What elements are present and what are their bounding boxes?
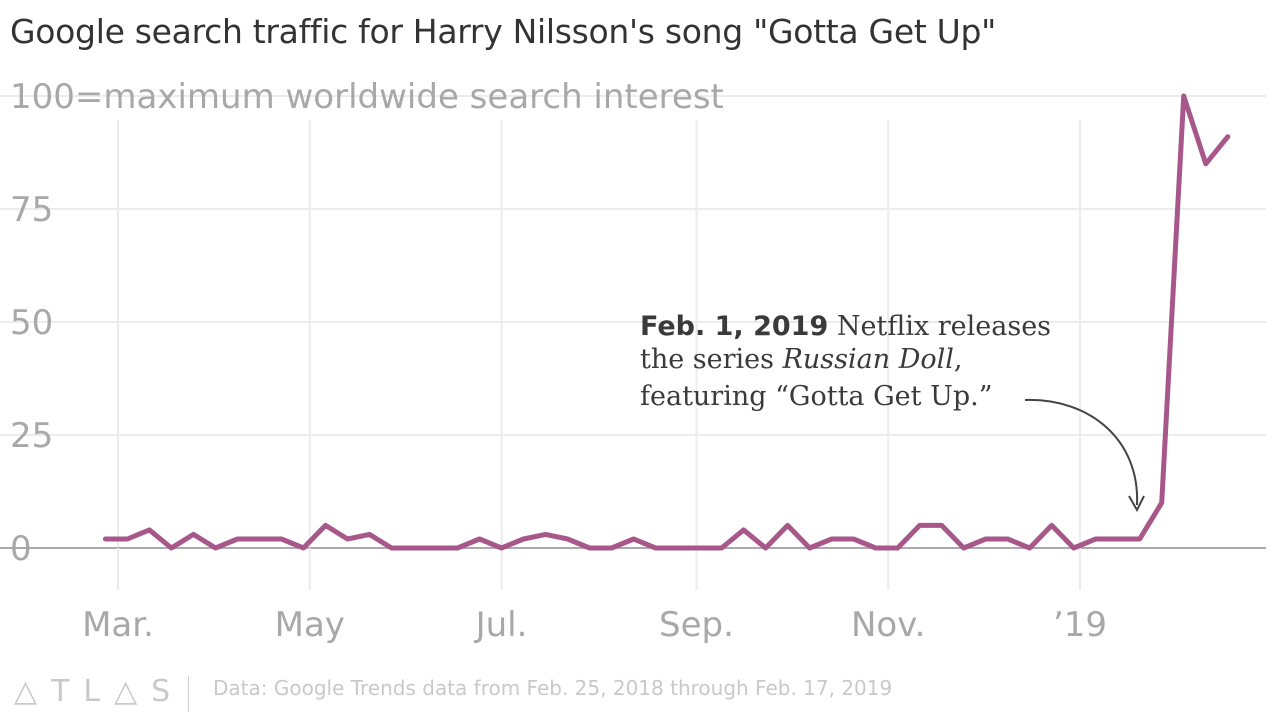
x-tick-label-5: ’19 — [1053, 605, 1107, 645]
x-tick-label-0: Mar. — [82, 605, 154, 645]
annotation-arrowhead — [1128, 495, 1145, 513]
annotation-line-2: the series Russian Doll, — [640, 344, 963, 375]
x-axis-ticks: Mar. May Jul. Sep. Nov. ’19 — [82, 548, 1107, 645]
search-interest-line — [102, 93, 1231, 551]
annotation-line-2-post: , — [954, 344, 963, 375]
source-note: Data: Google Trends data from Feb. 25, 2… — [213, 676, 893, 700]
y-axis-subtitle: 100=maximum worldwide search interest — [10, 77, 724, 117]
y-tick-label-0: 0 — [10, 529, 32, 569]
x-tick-label-2: Jul. — [474, 605, 528, 645]
x-tick-label-4: Nov. — [851, 605, 926, 645]
annotation-show-title: Russian Doll — [782, 344, 954, 375]
y-axis-ticks: 0 25 50 75 — [10, 190, 53, 569]
annotation-line-2-pre: the series — [640, 344, 783, 375]
annotation-arrow — [1024, 398, 1139, 506]
x-tick-label-3: Sep. — [659, 605, 734, 645]
annotation-date: Feb. 1, 2019 — [640, 311, 828, 342]
chart-area: Mar. May Jul. Sep. Nov. ’19 0 25 50 75 100=maxim… — [0, 77, 1266, 645]
atlas-logo: △TL△S — [14, 674, 185, 709]
chart-title: Google search traffic for Harry Nilsson'… — [10, 12, 997, 51]
annotation-line-1: Feb. 1, 2019 Netflix releases — [640, 311, 1051, 342]
footer-divider — [188, 676, 189, 712]
annotation: Feb. 1, 2019 Netflix releases the series… — [640, 311, 1145, 513]
annotation-line-1-rest: Netflix releases — [828, 311, 1051, 342]
y-tick-label-50: 50 — [10, 303, 53, 343]
vertical-gridlines — [117, 120, 1081, 548]
annotation-line-3: featuring “Gotta Get Up.” — [640, 381, 993, 412]
x-tick-label-1: May — [275, 605, 345, 645]
horizontal-gridlines — [0, 95, 1266, 436]
footer: △TL△S Data: Google Trends data from Feb.… — [0, 672, 1277, 712]
y-tick-label-25: 25 — [10, 416, 53, 456]
y-tick-label-75: 75 — [10, 190, 53, 230]
